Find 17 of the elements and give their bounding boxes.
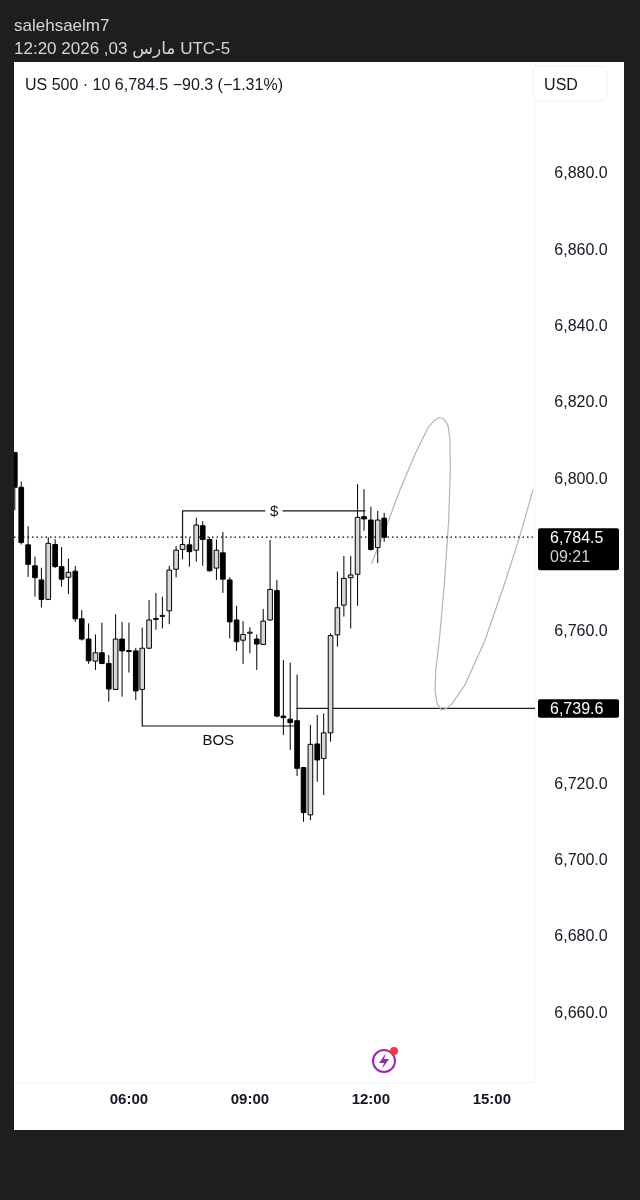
- y-tick-label: 6,860.0: [554, 240, 608, 258]
- y-tick-label: 6,660.0: [554, 1003, 608, 1021]
- x-tick-label: 09:00: [230, 1089, 270, 1107]
- y-tick-label: 6,700.0: [554, 851, 608, 868]
- y-tick-label: 6,820.0: [554, 393, 608, 411]
- x-tick-label: 06:00: [109, 1089, 149, 1107]
- ylabel: USD: [532, 65, 608, 102]
- y-tick-label: 6,840.0: [554, 317, 608, 335]
- y-tick-label: 6,720.0: [554, 774, 608, 792]
- y-tick-label: 6,680.0: [554, 927, 608, 945]
- y-axis-title: USD: [544, 75, 578, 93]
- y-tick-label: 6,760.0: [554, 622, 608, 640]
- title: US 500 · 10 6,784.5 −90.3 (−1.31%): [25, 75, 283, 93]
- y-tick-label: 6,880.0: [554, 164, 608, 182]
- x-tick-label: 15:00: [472, 1089, 512, 1107]
- x-tick-label: 12:00: [351, 1089, 391, 1107]
- y-tick-label: 6,800.0: [554, 469, 608, 487]
